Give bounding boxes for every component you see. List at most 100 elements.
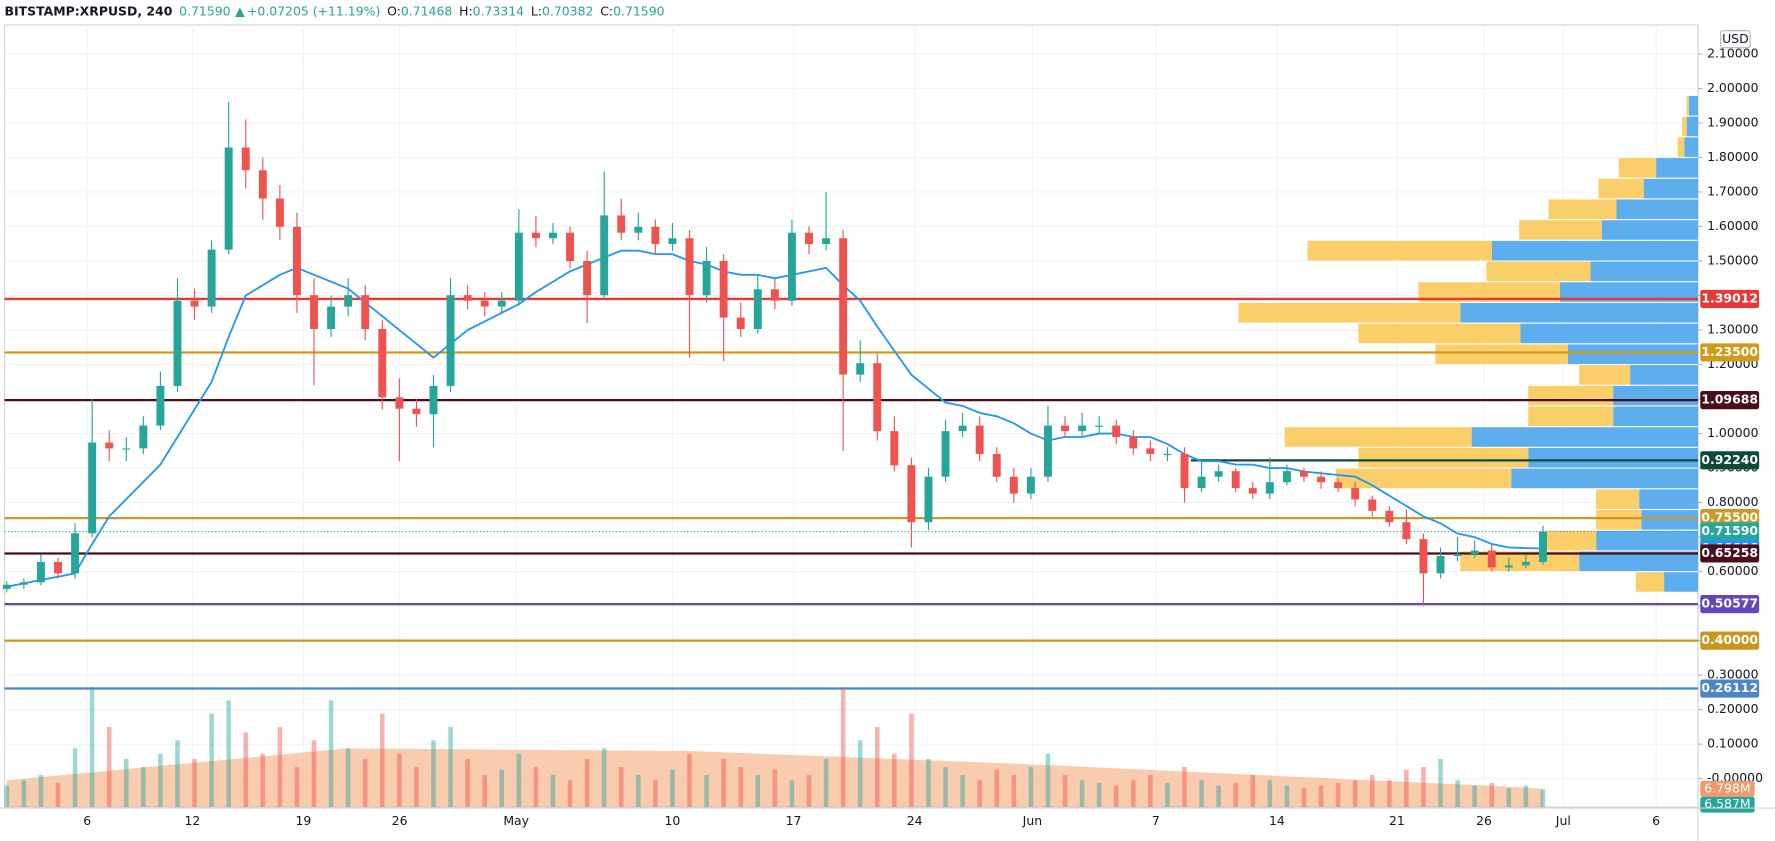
y-tick-label: 2.10000 xyxy=(1707,45,1759,60)
profile-down-bar xyxy=(1613,406,1699,427)
volume-bar xyxy=(857,740,863,807)
candle-body xyxy=(463,295,472,301)
candle-body xyxy=(1197,476,1206,489)
candle-body xyxy=(1078,425,1087,432)
volume-bar xyxy=(209,713,214,807)
candle-body xyxy=(770,289,779,301)
candle-body xyxy=(1180,453,1189,489)
volume-ma-label: 6.798M xyxy=(1704,780,1750,795)
volume-bar xyxy=(994,769,1000,807)
candle-body xyxy=(361,295,370,329)
candle-body xyxy=(805,232,813,245)
volume-bar xyxy=(721,758,726,807)
y-tick-label: 0.30000 xyxy=(1707,667,1759,682)
volume-bar xyxy=(1318,785,1324,807)
level-label: 0.65258 xyxy=(1701,545,1758,560)
profile-up-bar xyxy=(1596,510,1642,530)
profile-down-bar xyxy=(1559,282,1699,302)
volume-bar xyxy=(670,769,675,807)
level-label: 0.26112 xyxy=(1701,680,1758,695)
low-key: L: xyxy=(531,3,542,18)
volume-bar xyxy=(192,758,197,807)
candle-body xyxy=(719,261,728,318)
level-label-box xyxy=(1700,679,1760,698)
volume-bar xyxy=(892,753,897,807)
profile-up-bar xyxy=(1677,137,1685,157)
candle-body xyxy=(566,232,575,262)
volume-bar xyxy=(772,769,778,807)
volume-bar xyxy=(1045,753,1051,807)
candle-body xyxy=(787,232,796,301)
candle-body xyxy=(1061,425,1069,432)
candle-body xyxy=(412,408,421,415)
currency: USD xyxy=(1722,31,1749,46)
profile-down-bar xyxy=(1656,158,1699,178)
candle-body xyxy=(344,295,353,307)
profile-down-bar xyxy=(1460,302,1699,323)
volume-bar xyxy=(1011,774,1017,807)
y-tick-label: 1.60000 xyxy=(1707,218,1759,233)
volume-bar xyxy=(1455,780,1460,807)
volume-bar xyxy=(311,740,317,807)
candle-body xyxy=(105,442,114,449)
profile-up-bar xyxy=(1618,158,1657,178)
volume-bar xyxy=(960,774,965,807)
y-tick-label: 2.00000 xyxy=(1707,80,1759,95)
level-label: 0.71590 xyxy=(1701,523,1758,538)
volume-bar xyxy=(448,727,453,807)
change-arrow: ▲ xyxy=(235,3,245,18)
high-value: 0.73314 xyxy=(473,3,525,18)
level-label-box xyxy=(1700,451,1760,470)
candle-body xyxy=(1402,522,1411,540)
volume-bar xyxy=(1267,780,1273,807)
open-value: 0.71468 xyxy=(401,3,453,18)
level-label-box xyxy=(1700,391,1760,410)
candle-body xyxy=(702,261,711,296)
profile-up-bar xyxy=(1238,302,1461,323)
level-label-box xyxy=(1700,595,1760,614)
level-label-box xyxy=(1700,544,1760,563)
low-value: 0.70382 xyxy=(542,3,593,18)
volume-bar xyxy=(141,766,146,807)
volume-bar xyxy=(380,713,385,807)
candle-body xyxy=(88,442,97,534)
volume-bar xyxy=(72,748,78,807)
level-label: 1.23500 xyxy=(1701,344,1758,359)
candle-body xyxy=(1043,425,1052,477)
volume-bar xyxy=(567,780,573,807)
profile-up-bar xyxy=(1528,406,1614,427)
candle-body xyxy=(446,295,455,386)
candle-body xyxy=(2,584,11,589)
volume-bar xyxy=(124,758,129,807)
candle-body xyxy=(190,300,199,307)
x-tick-label: 17 xyxy=(786,813,802,828)
volume-bar xyxy=(431,740,436,807)
level-label-box xyxy=(1700,289,1760,309)
volume-bar xyxy=(1421,766,1426,807)
profile-up-bar xyxy=(1598,178,1644,199)
y-tick-label: 1.00000 xyxy=(1707,425,1759,440)
profile-up-bar xyxy=(1686,95,1689,116)
candle-body xyxy=(1487,550,1496,568)
y-tick-label: 1.70000 xyxy=(1707,183,1759,198)
y-tick-label: 1.30000 xyxy=(1707,322,1759,337)
candle-body xyxy=(1436,556,1445,574)
profile-down-bar xyxy=(1686,116,1699,137)
profile-down-bar xyxy=(1511,468,1699,489)
profile-up-bar xyxy=(1284,427,1472,447)
candle-body xyxy=(275,198,284,227)
profile-down-bar xyxy=(1643,178,1699,199)
volume-bar xyxy=(21,780,27,807)
candle-body xyxy=(1095,425,1104,427)
candle-body xyxy=(292,226,301,296)
candle-body xyxy=(1300,471,1308,477)
candle-body xyxy=(1368,499,1377,511)
volume-bar xyxy=(823,758,829,807)
profile-down-bar xyxy=(1688,95,1699,116)
level-label-box xyxy=(1700,343,1760,362)
profile-down-bar xyxy=(1567,344,1699,364)
candle-body xyxy=(139,425,148,449)
candle-body xyxy=(651,226,660,245)
